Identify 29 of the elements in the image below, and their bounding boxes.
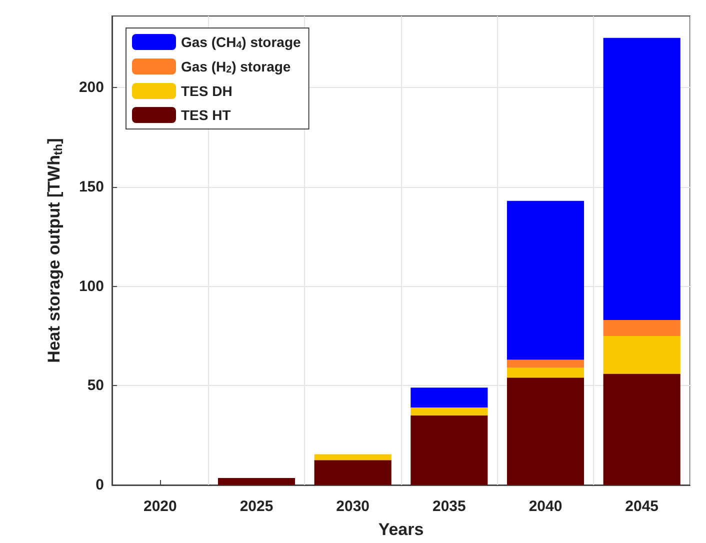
x-tick-label: 2045 xyxy=(625,498,659,515)
y-tick-label: 150 xyxy=(78,178,104,196)
y-tick-label: 50 xyxy=(87,377,104,394)
bar xyxy=(410,415,488,485)
x-tick-label: 2030 xyxy=(336,498,370,515)
bar xyxy=(603,374,680,485)
x-axis-title: Years xyxy=(378,520,424,539)
bar xyxy=(314,460,392,485)
bar xyxy=(603,336,680,374)
y-tick-label: 0 xyxy=(96,476,104,494)
bar xyxy=(506,368,584,378)
x-tick-label: 2025 xyxy=(240,498,274,515)
y-tick-label: 100 xyxy=(78,278,104,295)
bar xyxy=(410,388,488,408)
x-tick-label: 2040 xyxy=(528,498,562,515)
y-tick-label: 200 xyxy=(78,79,104,96)
bar xyxy=(506,360,584,368)
y-axis-title: Heat storage output [TWhth] xyxy=(44,138,65,363)
bar xyxy=(603,38,680,320)
bar xyxy=(410,407,488,416)
x-tick-label: 2020 xyxy=(143,498,177,515)
bar xyxy=(314,454,392,460)
bar xyxy=(218,478,296,485)
bar xyxy=(603,320,680,336)
bar xyxy=(506,378,584,485)
x-tick-label: 2035 xyxy=(432,498,466,515)
legend-label: TES DH xyxy=(181,83,232,99)
legend-label: TES HT xyxy=(181,107,232,123)
bar xyxy=(506,200,584,360)
